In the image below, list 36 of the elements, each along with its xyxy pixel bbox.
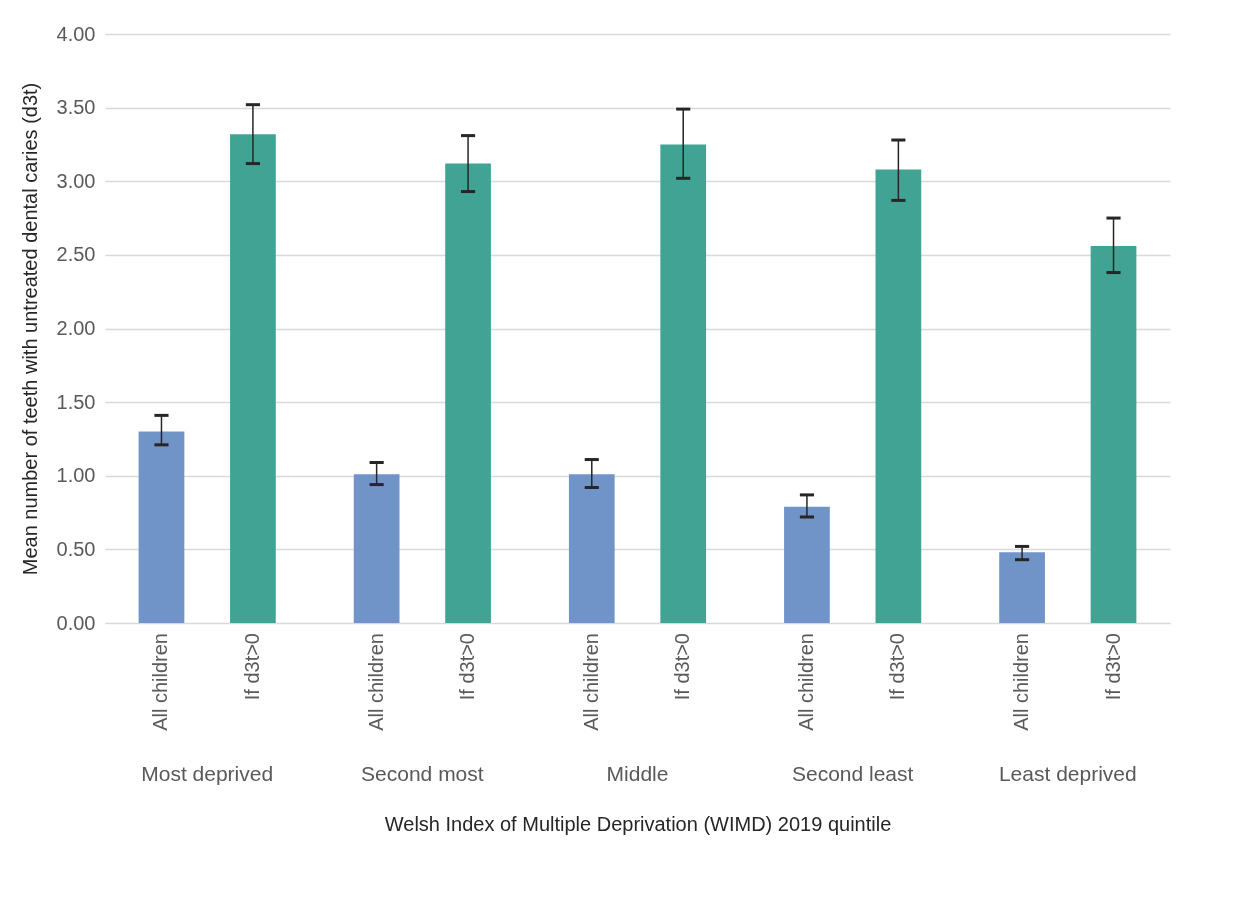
bar [784,506,830,623]
bar [445,163,491,623]
x-tick-label: Least deprived [998,761,1137,785]
text: If d3t>0 [456,633,479,701]
y-tick-label: 0.00 [56,611,96,634]
text: If d3t>0 [1101,633,1124,701]
bar [999,552,1045,623]
bar [568,474,615,623]
bar [660,144,707,623]
y-tick-label: 3.50 [56,96,96,119]
bar [138,431,185,623]
text: All children [794,633,817,731]
x-axis-title: Welsh Index of Multiple Deprivation (WIMD) 2019 quintile [384,812,892,835]
bar [875,169,922,623]
text: All children [579,633,602,731]
text: If d3t>0 [886,633,909,701]
text: If d3t>0 [671,633,694,701]
y-tick-label: 2.50 [56,243,96,266]
y-tick-label: 3.00 [56,169,96,192]
y-tick-label: 1.00 [56,464,96,487]
y-tick-label: 1.50 [56,390,96,413]
y-tick-label: 4.00 [56,22,96,45]
x-tick-label: Second least [791,761,914,785]
text: If d3t>0 [240,633,263,701]
text: All children [364,633,387,731]
text: All children [1010,633,1033,731]
bar [230,134,276,623]
bar [1090,246,1137,623]
x-tick-label: Second most [361,761,484,785]
bar [353,474,400,623]
x-tick-label: Middle [606,761,669,785]
x-tick-label: Most deprived [141,761,274,785]
y-tick-label: 2.00 [56,317,96,339]
text: All children [149,633,172,731]
y-axis-title: Mean number of teeth with untreated dental caries (d3t) [18,82,41,576]
y-tick-label: 0.50 [56,537,96,560]
